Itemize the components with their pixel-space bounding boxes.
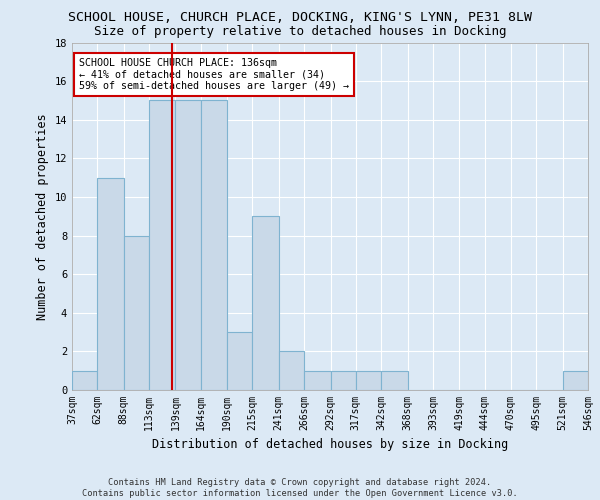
Bar — [72, 370, 97, 390]
Text: Size of property relative to detached houses in Docking: Size of property relative to detached ho… — [94, 24, 506, 38]
Bar — [381, 370, 407, 390]
Bar — [201, 100, 227, 390]
Bar — [253, 216, 279, 390]
Text: SCHOOL HOUSE, CHURCH PLACE, DOCKING, KING'S LYNN, PE31 8LW: SCHOOL HOUSE, CHURCH PLACE, DOCKING, KIN… — [68, 11, 532, 24]
Bar — [331, 370, 356, 390]
Bar — [563, 370, 588, 390]
X-axis label: Distribution of detached houses by size in Docking: Distribution of detached houses by size … — [152, 438, 508, 452]
Bar — [97, 178, 124, 390]
Bar — [279, 352, 304, 390]
Text: SCHOOL HOUSE CHURCH PLACE: 136sqm
← 41% of detached houses are smaller (34)
59% : SCHOOL HOUSE CHURCH PLACE: 136sqm ← 41% … — [79, 58, 349, 92]
Bar — [149, 100, 175, 390]
Bar — [356, 370, 381, 390]
Bar — [304, 370, 331, 390]
Bar — [175, 100, 201, 390]
Text: Contains HM Land Registry data © Crown copyright and database right 2024.
Contai: Contains HM Land Registry data © Crown c… — [82, 478, 518, 498]
Bar — [227, 332, 253, 390]
Bar — [124, 236, 149, 390]
Y-axis label: Number of detached properties: Number of detached properties — [36, 113, 49, 320]
